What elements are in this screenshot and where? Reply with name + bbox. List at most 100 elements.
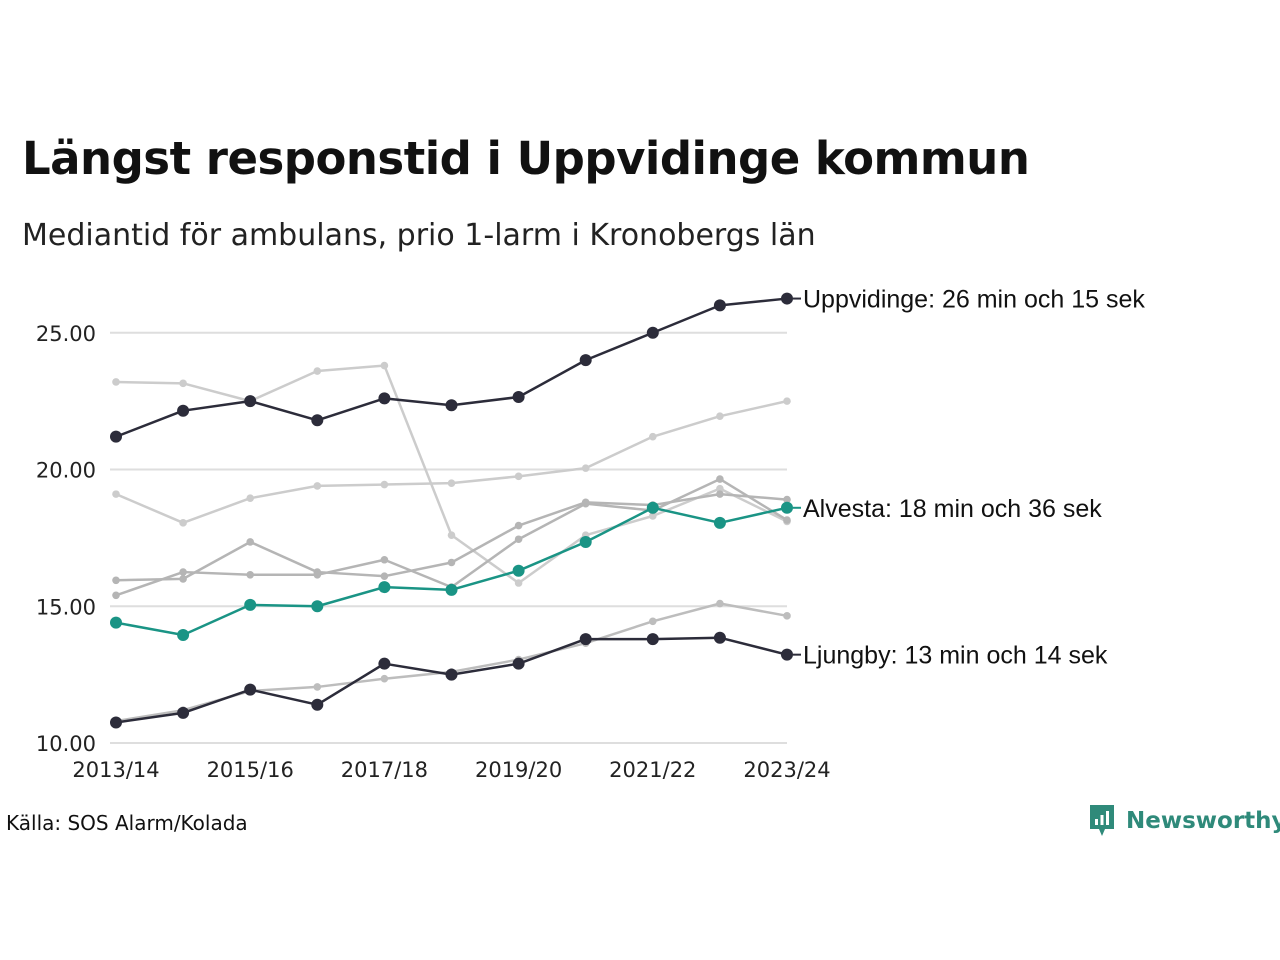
data-point [716,412,724,420]
series-label-alvesta: Alvesta: 18 min och 36 sek [803,495,1102,523]
data-point [512,391,525,404]
data-point [179,519,187,527]
series-alvesta [110,501,793,641]
chart-subtitle: Mediantid för ambulans, prio 1-larm i Kr… [22,218,816,253]
data-point [579,633,592,646]
data-point [246,538,254,546]
data-point [716,490,724,498]
y-tick-label: 10.00 [36,732,96,756]
data-point [246,494,254,503]
data-point [380,674,389,683]
data-point [646,633,659,646]
data-point [378,581,391,594]
data-point [311,600,324,613]
data-point [713,299,726,312]
y-tick-label: 20.00 [36,459,96,483]
data-point [514,472,523,481]
data-point [512,564,525,577]
data-point [646,501,659,514]
series-line [115,364,788,585]
data-point [783,397,791,405]
data-point [649,432,657,441]
series-line [115,297,788,438]
data-point [244,598,257,611]
data-point [313,570,322,579]
data-point [380,480,389,489]
data-point [177,404,190,417]
x-tick-label: 2015/16 [207,758,294,782]
data-point [378,657,391,670]
source-note: Källa: SOS Alarm/Kolada [6,811,248,835]
data-point [781,501,793,514]
series-label-ljungby: Ljungby: 13 min och 14 sek [803,642,1108,670]
data-point [112,576,120,585]
data-point [514,521,523,530]
data-point [179,575,187,583]
data-point [512,657,525,670]
data-point [579,354,592,367]
data-point [244,683,257,696]
data-point [783,516,791,524]
data-point [313,367,322,375]
data-point [110,616,122,629]
data-point [447,558,456,567]
series-background-0 [112,361,791,587]
data-point [445,583,458,596]
series-background-1 [112,397,791,527]
y-tick-label: 25.00 [36,322,96,346]
grid-lines [110,331,787,744]
data-point [716,484,724,493]
data-point [447,531,456,539]
data-point [445,399,458,412]
series-line [115,506,788,637]
data-point [781,292,793,305]
data-point [781,648,793,661]
data-point [646,326,659,339]
series-uppvidinge [110,292,793,443]
data-point [380,555,389,564]
series-label-uppvidinge: Uppvidinge: 26 min och 15 sek [803,286,1145,314]
data-point [649,512,657,520]
data-point [112,591,120,600]
data-point [313,683,322,691]
data-point [378,392,391,405]
data-point [783,612,791,620]
data-point [179,379,187,388]
x-axis: 2013/14 2015/16 2017/18 2019/20 2021/22 2023/… [72,758,830,782]
data-point [177,628,190,641]
series-background-4 [112,599,791,725]
series-line [115,399,788,525]
data-point [713,631,726,644]
data-point [716,475,724,483]
data-point [514,579,523,587]
x-tick-label: 2023/24 [743,758,830,782]
series-lines [110,292,793,729]
brand-logo[interactable]: Newsworthy [1088,803,1280,839]
data-point [581,464,590,472]
data-point [514,535,523,544]
data-point [110,716,122,729]
x-tick-label: 2013/14 [72,758,159,782]
data-point [311,414,324,427]
y-axis: 10.00 15.00 20.00 25.00 [36,322,96,756]
data-point [713,516,726,529]
data-point [112,490,120,498]
data-point [579,535,592,548]
x-tick-label: 2017/18 [341,758,428,782]
data-point [445,668,458,681]
data-point [311,698,324,711]
data-point [783,495,791,504]
data-point [581,499,590,508]
series-ljungby [110,631,793,729]
data-point [649,617,657,626]
brand-name: Newsworthy [1126,808,1280,834]
x-tick-label: 2019/20 [475,758,562,782]
x-tick-label: 2021/22 [609,758,696,782]
data-point [112,378,120,386]
data-point [177,706,190,719]
data-point [716,599,724,608]
data-point [313,482,322,490]
y-tick-label: 15.00 [36,595,96,619]
data-point [447,479,456,487]
